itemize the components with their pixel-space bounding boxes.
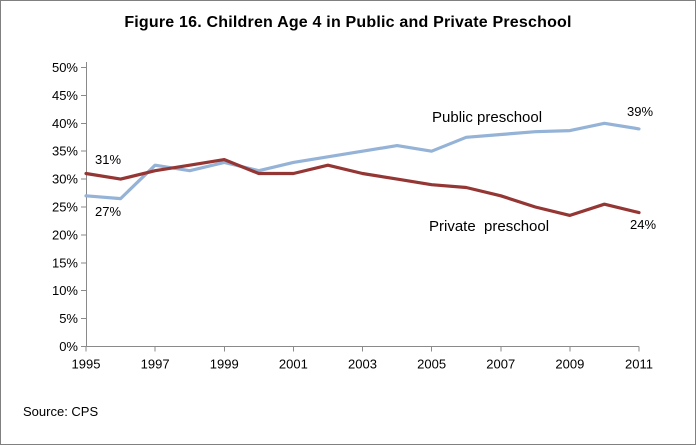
y-axis-tick-label: 5% bbox=[59, 311, 78, 326]
y-axis-tick-label: 0% bbox=[59, 339, 78, 354]
x-axis-tick-label: 2009 bbox=[555, 357, 584, 372]
x-axis-tick-label: 2003 bbox=[348, 357, 377, 372]
y-axis-tick-label: 30% bbox=[52, 172, 78, 187]
y-axis-tick-label: 35% bbox=[52, 144, 78, 159]
series-line-public-preschool bbox=[84, 121, 641, 201]
data-label-public-1995: 27% bbox=[95, 204, 122, 219]
x-axis-tick-label: 1999 bbox=[210, 357, 239, 372]
x-axis-tick-label: 1995 bbox=[72, 357, 101, 372]
x-axis-tick-label: 1997 bbox=[141, 357, 170, 372]
x-axis-tick-label: 2005 bbox=[417, 357, 446, 372]
y-axis-tick-label: 50% bbox=[52, 60, 78, 75]
chart-title: Figure 16. Children Age 4 in Public and … bbox=[124, 14, 572, 31]
x-axis-tick-label: 2011 bbox=[625, 357, 653, 372]
series-line-private-preschool bbox=[84, 158, 641, 217]
data-label-public-2011: 39% bbox=[627, 104, 654, 119]
y-axis-tick-label: 25% bbox=[52, 200, 78, 215]
x-axis-tick-label: 2007 bbox=[486, 357, 515, 372]
series-label-private-preschool: Private preschool bbox=[429, 218, 550, 235]
y-axis-tick-label: 45% bbox=[52, 88, 78, 103]
y-axis-tick-label: 15% bbox=[52, 255, 78, 270]
y-axis-tick-label: 10% bbox=[52, 283, 78, 298]
series-label-public-preschool: Public preschool bbox=[432, 109, 543, 126]
source-note: Source: CPS bbox=[23, 404, 99, 419]
x-axis-tick-label: 2001 bbox=[279, 357, 308, 372]
data-label-private-2011: 24% bbox=[630, 217, 657, 232]
y-axis-tick-label: 20% bbox=[52, 227, 78, 242]
data-label-private-1995: 31% bbox=[95, 152, 122, 167]
y-axis-tick-label: 40% bbox=[52, 116, 78, 131]
